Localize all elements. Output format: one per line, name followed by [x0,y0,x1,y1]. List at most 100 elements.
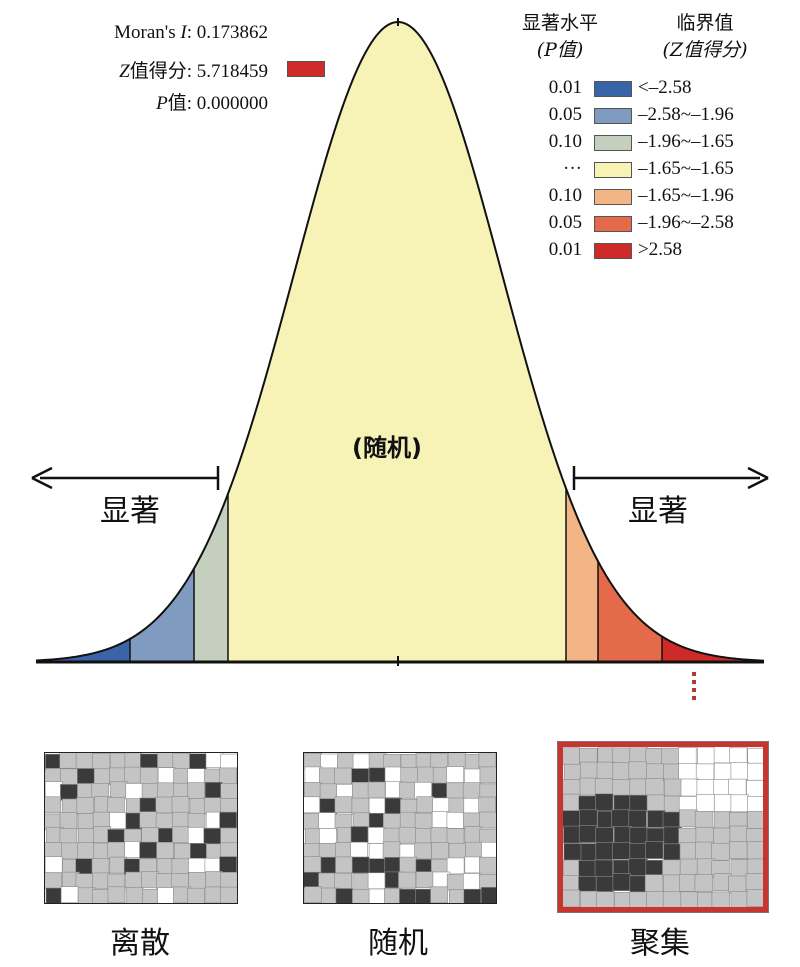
map-district [563,843,582,861]
map-district [446,857,465,875]
map-district [563,825,582,844]
legend-p-value: 0.01 [548,77,582,98]
random-map [302,751,499,906]
map-district [713,827,732,846]
map-district [562,793,581,812]
map-district [171,796,190,814]
map-district [664,778,683,797]
map-district [384,766,403,784]
map-district [678,763,697,782]
legend-swatch [594,135,632,151]
map-district [125,783,144,800]
map-district [139,767,158,784]
map-district [646,794,666,813]
map-district [157,751,176,768]
map-district [747,795,766,814]
moran-value: : 0.173862 [186,22,268,43]
map-district [398,871,416,889]
map-district [480,887,499,904]
z-symbol: Z [119,61,130,82]
map-district [352,889,370,906]
map-district [382,841,401,859]
map-district [91,889,110,906]
legend-p-value: 0.10 [548,131,582,152]
legend-header-critical-title: 临界值 [676,12,734,34]
map-district [578,825,598,843]
z-score-marker [287,61,325,77]
map-district [318,812,336,829]
map-district [77,828,96,845]
map-district [644,874,664,892]
legend-row: 0.05 –2.58~–1.96 [530,104,800,127]
map-district [190,843,208,860]
z-score-line: Z值得分: 5.718459 [60,56,268,83]
map-district [303,856,322,873]
map-district [562,859,582,878]
legend-z-range: –1.65~–1.65 [638,158,734,179]
map-district [663,874,682,893]
map-district [156,873,174,890]
map-district [352,753,371,771]
map-district [614,892,633,910]
map-district [59,812,78,829]
map-district [479,766,498,784]
map-district [92,872,111,890]
band-z-196-165 [194,493,228,662]
map-district [594,859,614,878]
map-district [696,794,715,812]
map-district [304,886,322,903]
left-significant-label: 显著 [100,494,160,529]
map-district [431,782,450,800]
map-district [187,768,205,785]
map-district [61,842,80,860]
map-district [205,871,223,888]
legend-z-range: –1.96~–2.58 [638,212,734,233]
map-district [334,796,353,814]
map-district [320,753,338,771]
map-district [416,796,435,814]
map-district [478,796,496,814]
map-district [446,873,465,891]
map-district [141,827,159,844]
legend-p-value: ··· [563,158,582,179]
map-district [729,825,748,844]
map-district [400,767,418,784]
map-district [219,856,237,873]
map-district [107,886,126,904]
map-district [109,812,127,829]
legend-swatch [594,243,632,259]
map-district [613,826,633,844]
legend-z-range: <–2.58 [638,77,692,98]
legend-swatch [594,108,632,124]
random-region-label: (随机) [352,434,422,462]
map-district [730,891,749,909]
legend-z-range: –2.58~–1.96 [638,104,734,125]
map-district [220,783,238,801]
z-label: 值得分 [129,61,187,82]
legend-header-critical-sub: (Z值得分) [662,39,748,61]
map-district [398,826,417,844]
p-value: : 0.000000 [186,93,268,114]
map-district [628,761,647,780]
map-district [351,781,370,799]
map-district [350,826,369,843]
map-district [595,842,614,860]
map-district [431,842,449,859]
map-district [414,781,432,799]
legend-p-value: 0.05 [548,212,582,233]
map-district [415,871,434,888]
map-district [561,810,581,828]
map-district [77,842,95,859]
map-district [155,796,174,814]
map-district [318,843,337,860]
map-district [579,890,599,909]
map-district [629,843,648,861]
legend-header-significance: 显著水平 (P值) [505,8,615,62]
map-district [188,872,206,889]
map-district [694,874,713,892]
map-district [730,762,749,780]
map-district [204,781,223,799]
map-district [384,857,402,874]
map-district [335,842,353,859]
map-district [77,813,96,830]
